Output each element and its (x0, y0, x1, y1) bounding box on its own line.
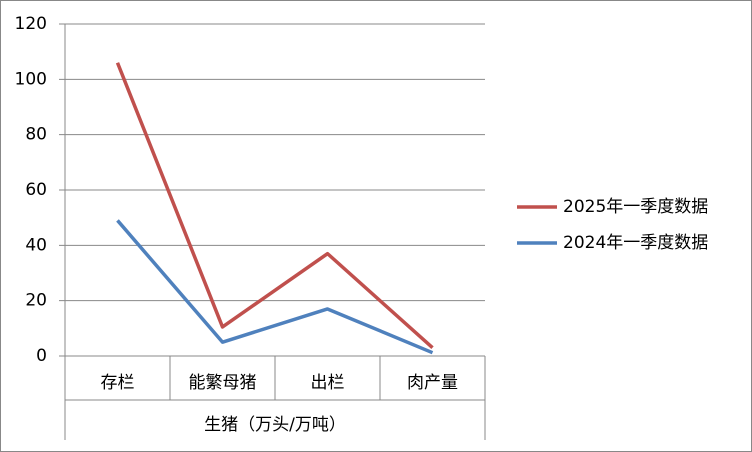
y-tick-label: 20 (25, 291, 47, 311)
legend-label: 2025年一季度数据 (563, 197, 708, 217)
y-tick-label: 0 (36, 346, 47, 366)
x-tick-label: 出栏 (311, 373, 345, 393)
category-group-label: 生猪（万头/万吨） (204, 415, 346, 435)
y-tick-label: 100 (15, 69, 47, 89)
y-tick-label: 60 (25, 180, 47, 200)
data-line (115, 62, 434, 350)
x-tick-label: 能繁母猪 (189, 373, 257, 393)
data-line (116, 219, 434, 355)
x-tick-label: 存栏 (101, 373, 135, 393)
legend-label: 2024年一季度数据 (563, 233, 708, 253)
y-tick-label: 120 (15, 14, 47, 34)
y-tick-label: 80 (25, 125, 47, 145)
y-tick-label: 40 (25, 235, 47, 255)
x-tick-label: 肉产量 (407, 373, 458, 393)
